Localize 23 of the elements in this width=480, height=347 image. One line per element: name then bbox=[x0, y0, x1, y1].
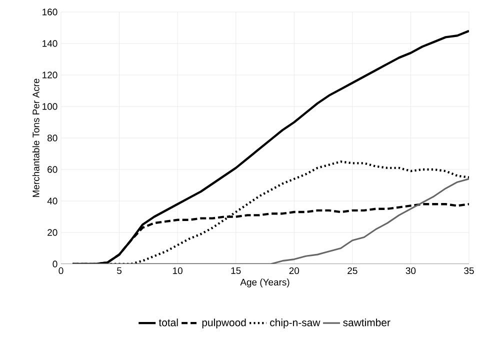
x-tick-label: 0 bbox=[58, 267, 64, 274]
x-tick-label: 20 bbox=[289, 267, 300, 274]
y-tick-label: 100 bbox=[42, 103, 58, 110]
x-tick-label: 10 bbox=[173, 267, 182, 274]
x-tick-label: 15 bbox=[231, 267, 241, 274]
y-tick-label: 20 bbox=[48, 229, 58, 236]
y-tick-label: 160 bbox=[42, 8, 58, 16]
y-tick-label: 0 bbox=[52, 260, 58, 268]
x-tick-label: 30 bbox=[406, 267, 416, 274]
legend-label: pulpwood bbox=[202, 318, 246, 328]
legend-label: chip-n-saw bbox=[270, 318, 320, 328]
y-tick-label: 80 bbox=[48, 134, 58, 142]
y-axis-title: Merchantable Tons Per Acre bbox=[32, 78, 40, 197]
legend-label: total bbox=[158, 318, 178, 326]
x-tick-label: 35 bbox=[464, 267, 474, 274]
y-tick-label: 120 bbox=[42, 72, 58, 78]
x-tick-label: 25 bbox=[348, 267, 358, 274]
y-tick-label: 40 bbox=[47, 198, 58, 204]
x-axis-title: Age (Years) bbox=[240, 278, 290, 288]
legend-label: sawtimber bbox=[343, 318, 390, 326]
y-tick-label: 140 bbox=[42, 40, 58, 47]
y-tick-label: 60 bbox=[48, 166, 58, 173]
x-tick-label: 5 bbox=[117, 267, 122, 274]
